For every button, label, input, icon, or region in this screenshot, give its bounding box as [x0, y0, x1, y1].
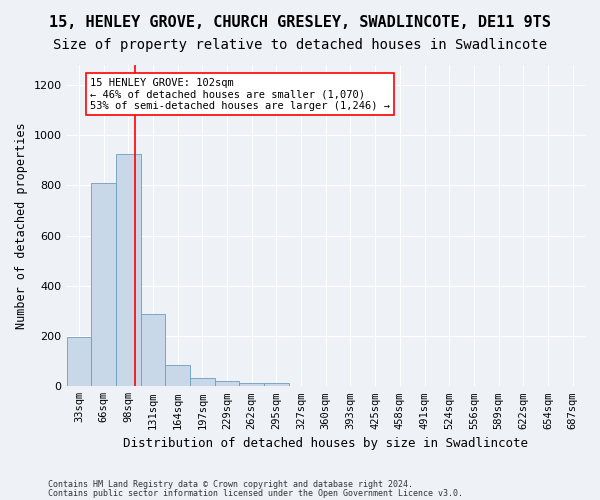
Text: Contains HM Land Registry data © Crown copyright and database right 2024.: Contains HM Land Registry data © Crown c…: [48, 480, 413, 489]
Text: 15, HENLEY GROVE, CHURCH GRESLEY, SWADLINCOTE, DE11 9TS: 15, HENLEY GROVE, CHURCH GRESLEY, SWADLI…: [49, 15, 551, 30]
Bar: [116, 154, 140, 386]
X-axis label: Distribution of detached houses by size in Swadlincote: Distribution of detached houses by size …: [123, 437, 528, 450]
Bar: [91, 183, 116, 386]
Bar: [264, 384, 289, 386]
Bar: [215, 382, 239, 386]
Bar: [67, 338, 91, 386]
Bar: [190, 378, 215, 386]
Y-axis label: Number of detached properties: Number of detached properties: [15, 122, 28, 329]
Text: Contains public sector information licensed under the Open Government Licence v3: Contains public sector information licen…: [48, 488, 463, 498]
Bar: [165, 365, 190, 386]
Bar: [140, 314, 165, 386]
Bar: [239, 382, 264, 386]
Text: Size of property relative to detached houses in Swadlincote: Size of property relative to detached ho…: [53, 38, 547, 52]
Text: 15 HENLEY GROVE: 102sqm
← 46% of detached houses are smaller (1,070)
53% of semi: 15 HENLEY GROVE: 102sqm ← 46% of detache…: [90, 78, 390, 111]
